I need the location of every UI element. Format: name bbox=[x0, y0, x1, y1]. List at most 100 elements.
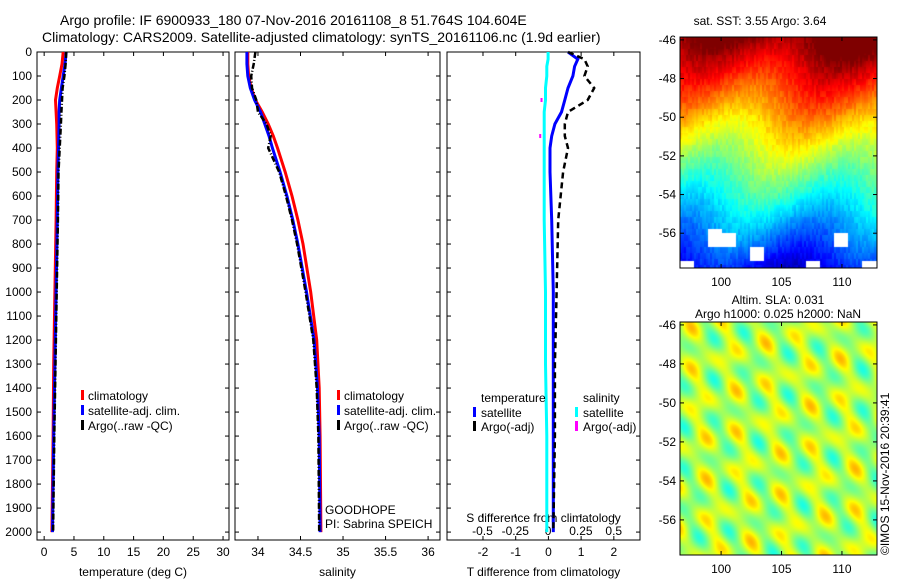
map-frame bbox=[679, 321, 878, 556]
x-tick-label: 36 bbox=[421, 545, 435, 559]
x-tick-label: 10 bbox=[97, 545, 111, 559]
y-tick-label: 200 bbox=[12, 93, 32, 107]
y-tick-label: 1200 bbox=[5, 333, 32, 347]
y-tick-label: 1400 bbox=[5, 381, 32, 395]
title-line-1: Argo profile: IF 6900933_180 07-Nov-2016… bbox=[60, 12, 527, 28]
series-line-satellite-adj-clim- bbox=[245, 52, 322, 533]
x-tick-label: -1 bbox=[510, 545, 521, 559]
panel-temperature: 0100200300400500600700800900100011001200… bbox=[5, 45, 230, 579]
x-tick-label: 110 bbox=[832, 275, 851, 289]
legend-swatch bbox=[337, 390, 340, 400]
y-tick-label: 800 bbox=[12, 237, 32, 251]
x-tick-label: -2 bbox=[478, 545, 489, 559]
data-point-salinity-Argo-adj- bbox=[540, 98, 543, 103]
y-tick-label: -46 bbox=[659, 33, 677, 47]
x-tick-label: 100 bbox=[711, 562, 731, 576]
x-tick-label: 25 bbox=[187, 545, 201, 559]
y-tick-label: -48 bbox=[659, 357, 677, 371]
legend-label: climatology bbox=[344, 389, 404, 403]
y-tick-label: 600 bbox=[12, 189, 32, 203]
legend-label: satellite-adj. clim. bbox=[344, 404, 436, 418]
legend-label: Argo(-adj) bbox=[481, 420, 534, 434]
y-tick-label: 100 bbox=[12, 69, 32, 83]
y-tick-label: -52 bbox=[659, 435, 677, 449]
credit-text: ©IMOS 15-Nov-2016 20:39:41 bbox=[878, 392, 892, 555]
series-line-temperature-argo-adj- bbox=[552, 50, 596, 533]
y-tick-label: 0 bbox=[25, 45, 32, 59]
y-tick-label: -48 bbox=[659, 72, 677, 86]
x-tick-label: 105 bbox=[772, 562, 792, 576]
y-tick-label: 700 bbox=[12, 213, 32, 227]
y-tick-label: -52 bbox=[659, 149, 677, 163]
y-tick-label: 1000 bbox=[5, 285, 32, 299]
y-tick-label: 1700 bbox=[5, 453, 32, 467]
legend-swatch bbox=[81, 420, 84, 430]
legend-label: satellite-adj. clim. bbox=[88, 404, 180, 418]
legend-swatch bbox=[575, 407, 578, 417]
y-tick-label: 1600 bbox=[5, 429, 32, 443]
sst-map-image bbox=[680, 37, 877, 268]
y-tick-label: -56 bbox=[659, 226, 677, 240]
x-tick-label: 34.5 bbox=[289, 545, 313, 559]
x-tick-label: 2 bbox=[610, 545, 617, 559]
series-line-argo-raw-qc- bbox=[51, 51, 68, 533]
legend-swatch bbox=[81, 390, 84, 400]
annotation: PI: Sabrina SPEICH bbox=[325, 517, 432, 531]
legend-swatch bbox=[575, 421, 578, 431]
x-axis-label: temperature (deg C) bbox=[79, 565, 187, 579]
x-tick-label: 0 bbox=[41, 545, 48, 559]
y-tick-label: 1800 bbox=[5, 477, 32, 491]
map-subtitle: Argo h1000: 0.025 h2000: NaN bbox=[695, 307, 861, 321]
y-tick-label: 1300 bbox=[5, 357, 32, 371]
y-tick-label: 1500 bbox=[5, 405, 32, 419]
legend-swatch bbox=[473, 407, 476, 417]
legend-label: satellite bbox=[481, 406, 522, 420]
plot-frame bbox=[446, 51, 641, 541]
x-tick-label: 20 bbox=[157, 545, 171, 559]
y-tick-label: -54 bbox=[659, 474, 677, 488]
x2-tick-label: 0.5 bbox=[605, 524, 622, 538]
series-line-argo-raw-qc- bbox=[249, 51, 321, 533]
panel-difference: -2 -1 0 1 2 T difference from climatology -0.5… bbox=[446, 50, 641, 579]
x-axis-label: T difference from climatology bbox=[467, 565, 621, 579]
map-panel-sst-map: 100 105 110 -46 -48 -50 -52 -54 -56 sat. SST: 3.5… bbox=[659, 14, 878, 289]
legend-swatch bbox=[81, 405, 84, 415]
map-panel-sla-map: 100 105 110 -46 -48 -50 -52 -54 -56 Altim. SLA: 0… bbox=[659, 293, 878, 576]
legend-label: climatology bbox=[88, 389, 148, 403]
x-tick-label: 30 bbox=[216, 545, 230, 559]
annotation: GOODHOPE bbox=[325, 503, 396, 517]
x-tick-label: 110 bbox=[832, 562, 851, 576]
x-tick-label: 105 bbox=[772, 275, 792, 289]
legend-label: Argo(..raw -QC) bbox=[344, 419, 429, 433]
y-tick-label: 1900 bbox=[5, 501, 32, 515]
y-tick-label: 500 bbox=[12, 165, 32, 179]
y-tick-label: -50 bbox=[659, 110, 677, 124]
series-line-salinity-satellite bbox=[542, 52, 550, 533]
x-tick-label: 5 bbox=[71, 545, 78, 559]
x-tick-label: 35.5 bbox=[374, 545, 398, 559]
map-title: sat. SST: 3.55 Argo: 3.64 bbox=[694, 14, 827, 28]
x-tick-label: 35 bbox=[336, 545, 350, 559]
y-tick-label: 2000 bbox=[5, 525, 32, 539]
data-point-salinity-Argo-adj- bbox=[539, 134, 542, 139]
x-tick-label: 34 bbox=[251, 545, 265, 559]
y-tick-label: -56 bbox=[659, 513, 677, 527]
x-tick-label: 1 bbox=[578, 545, 585, 559]
title-line-2: Climatology: CARS2009. Satellite-adjuste… bbox=[42, 29, 601, 45]
x-tick-label: 100 bbox=[711, 275, 731, 289]
x-tick-label: 0 bbox=[545, 545, 552, 559]
y-tick-label: -54 bbox=[659, 188, 677, 202]
panel-salinity: 34 34.5 35 35.5 36 salinity climatologysatelli… bbox=[234, 51, 441, 579]
legend-swatch bbox=[473, 421, 476, 431]
x2-tick-label: -0.25 bbox=[502, 524, 530, 538]
x2-axis-label: S difference from climatology bbox=[466, 511, 621, 525]
x2-tick-label: 0.25 bbox=[569, 524, 593, 538]
y-tick-label: 1100 bbox=[6, 309, 32, 323]
y-tick-label: 400 bbox=[12, 141, 32, 155]
map-frame bbox=[679, 36, 878, 269]
y-tick-label: 300 bbox=[12, 117, 32, 131]
plot-frame bbox=[36, 51, 230, 541]
series-line-temperature-satellite bbox=[548, 50, 580, 533]
